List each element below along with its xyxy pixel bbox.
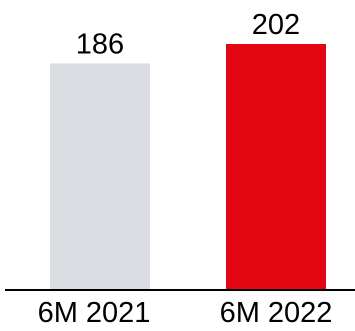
category-label: 6M 2022 <box>220 297 333 329</box>
category-label: 6M 2021 <box>38 297 151 329</box>
bars-group <box>50 44 326 289</box>
labels-group: 186 6M 2021 202 6M 2022 <box>38 9 333 329</box>
value-label: 186 <box>76 28 124 60</box>
bar-6m-2021 <box>50 63 150 289</box>
value-label: 202 <box>252 9 300 41</box>
bar-6m-2022 <box>226 44 326 289</box>
